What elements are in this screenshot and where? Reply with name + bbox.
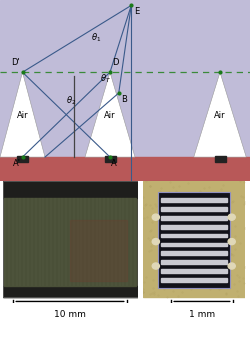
Text: B: B <box>121 95 127 104</box>
Bar <box>161 216 226 219</box>
Text: Air: Air <box>17 111 28 120</box>
Text: $\theta_T$: $\theta_T$ <box>100 72 111 85</box>
Text: 1 mm: 1 mm <box>189 310 215 319</box>
Text: Air: Air <box>104 111 116 120</box>
Bar <box>2 286 138 297</box>
Bar <box>159 193 228 287</box>
Bar <box>161 251 226 255</box>
Bar <box>70 219 127 281</box>
Bar <box>158 192 230 288</box>
Bar <box>17 156 28 162</box>
Bar <box>4 198 136 286</box>
Text: A': A' <box>13 159 21 168</box>
Text: D: D <box>112 58 119 67</box>
Bar <box>214 156 226 162</box>
Bar <box>161 261 226 264</box>
Bar <box>161 198 226 202</box>
Polygon shape <box>194 72 246 157</box>
Text: 10 mm: 10 mm <box>54 310 86 319</box>
Text: A: A <box>111 159 117 168</box>
Bar <box>161 225 226 229</box>
Text: Air: Air <box>214 111 226 120</box>
Ellipse shape <box>228 239 235 245</box>
Text: E: E <box>134 7 140 16</box>
Ellipse shape <box>228 263 235 269</box>
Bar <box>2 181 138 198</box>
Ellipse shape <box>152 239 160 245</box>
Ellipse shape <box>228 214 235 220</box>
Bar <box>159 193 228 287</box>
Bar <box>0 157 250 181</box>
Bar <box>161 242 226 246</box>
Text: $\theta_2$: $\theta_2$ <box>66 95 76 107</box>
Polygon shape <box>0 72 45 157</box>
Bar <box>104 156 116 162</box>
Bar <box>161 278 226 282</box>
Ellipse shape <box>152 263 160 269</box>
Text: D': D' <box>11 58 20 67</box>
Bar <box>161 234 226 238</box>
Polygon shape <box>85 72 135 157</box>
Ellipse shape <box>152 214 160 220</box>
Bar <box>161 269 226 273</box>
Bar <box>161 207 226 211</box>
Text: $\theta_1$: $\theta_1$ <box>91 32 101 44</box>
